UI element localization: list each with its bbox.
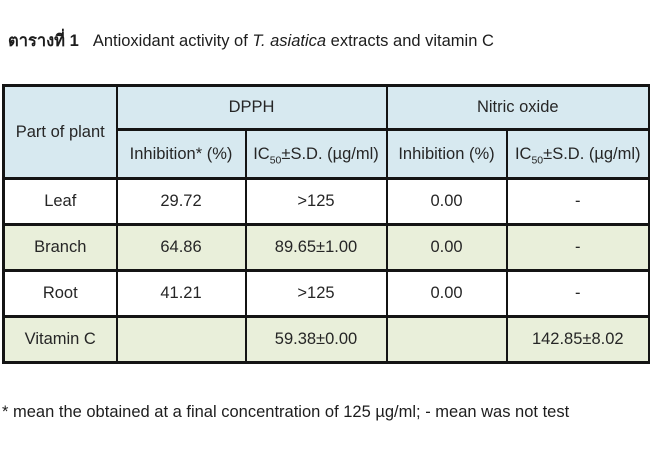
- cell-dpph-ic50: 89.65±1.00: [244, 223, 388, 272]
- cell-dpph-ic50: 59.38±0.00: [244, 315, 388, 364]
- header-no-ic50: IC50±S.D. (µg/ml): [505, 128, 650, 180]
- caption-pre-species: Antioxidant activity of: [92, 32, 253, 50]
- table-caption-number: ตารางที่ 1: [8, 32, 79, 50]
- cell-no-ic50: 142.85±8.02: [505, 315, 650, 364]
- antioxidant-activity-table: Part of plant DPPH Nitric oxide Inhibiti…: [2, 84, 650, 364]
- table-body: Leaf 29.72 >125 0.00 - Branch 64.86 89.6…: [2, 177, 650, 364]
- cell-no-inhibition: [385, 315, 508, 364]
- cell-dpph-inhibition: 41.21: [115, 269, 247, 318]
- header-no-inhibition: Inhibition (%): [385, 128, 508, 180]
- table-row-branch: Branch 64.86 89.65±1.00 0.00 -: [2, 223, 650, 272]
- caption-species-name: T. asiatica: [252, 32, 327, 50]
- header-dpph-group: DPPH: [115, 84, 388, 131]
- cell-no-inhibition: 0.00: [385, 269, 508, 318]
- cell-no-ic50: -: [505, 269, 650, 318]
- header-nitric-oxide-group: Nitric oxide: [385, 84, 650, 131]
- table-row-leaf: Leaf 29.72 >125 0.00 -: [2, 177, 650, 226]
- table-row-root: Root 41.21 >125 0.00 -: [2, 269, 650, 318]
- cell-no-inhibition: 0.00: [385, 223, 508, 272]
- ic50-subscript: 50: [531, 153, 544, 166]
- cell-dpph-ic50: >125: [244, 177, 388, 226]
- cell-no-inhibition: 0.00: [385, 177, 508, 226]
- ic50-suffix: ±S.D. (µg/ml): [543, 144, 641, 163]
- cell-dpph-inhibition: 29.72: [115, 177, 247, 226]
- caption-post-species: extracts and vitamin C: [326, 32, 494, 50]
- table-caption: ตารางที่ 1 Antioxidant activity of T. asi…: [8, 28, 646, 54]
- table-caption-text: Antioxidant activity of T. asiatica extr…: [93, 32, 494, 50]
- cell-dpph-inhibition: [115, 315, 247, 364]
- cell-part: Branch: [2, 223, 118, 272]
- cell-dpph-ic50: >125: [244, 269, 388, 318]
- cell-part: Leaf: [2, 177, 118, 226]
- cell-no-ic50: -: [505, 223, 650, 272]
- header-dpph-ic50: IC50±S.D. (µg/ml): [244, 128, 388, 180]
- ic50-prefix: IC: [253, 144, 270, 163]
- cell-part: Vitamin C: [2, 315, 118, 364]
- cell-dpph-inhibition: 64.86: [115, 223, 247, 272]
- ic50-subscript: 50: [269, 153, 282, 166]
- cell-part: Root: [2, 269, 118, 318]
- header-sub-row: Inhibition* (%) IC50±S.D. (µg/ml) Inhibi…: [4, 128, 650, 180]
- table-header: Part of plant DPPH Nitric oxide Inhibiti…: [2, 84, 650, 180]
- ic50-suffix: ±S.D. (µg/ml): [281, 144, 379, 163]
- footnote: * mean the obtained at a final concentra…: [2, 403, 570, 421]
- header-group-row: Part of plant DPPH Nitric oxide: [2, 84, 650, 180]
- table-row-vitamin-c: Vitamin C 59.38±0.00 142.85±8.02: [2, 315, 650, 364]
- header-dpph-inhibition: Inhibition* (%): [115, 128, 247, 180]
- cell-no-ic50: -: [505, 177, 650, 226]
- ic50-prefix: IC: [514, 144, 532, 163]
- header-part-of-plant: Part of plant: [2, 84, 118, 180]
